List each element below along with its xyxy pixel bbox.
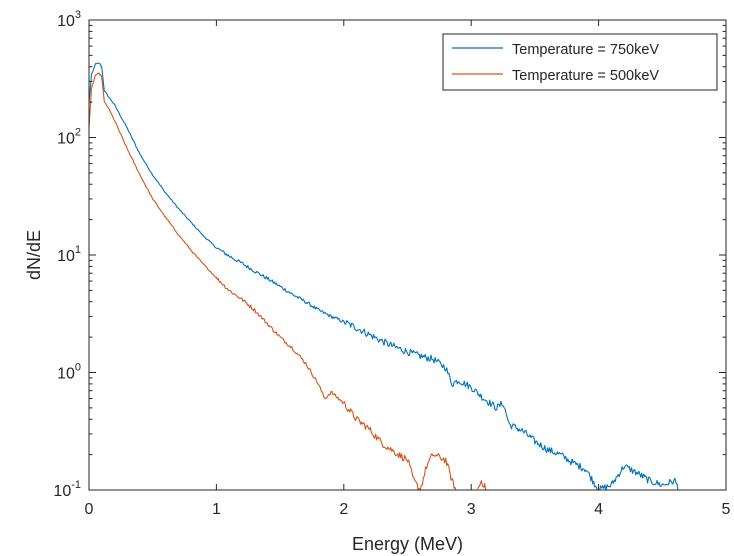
x-axis-label: Energy (MeV): [352, 534, 463, 554]
y-axis-label: dN/dE: [24, 230, 44, 280]
legend-label-750kev: Temperature = 750keV: [512, 42, 659, 58]
x-tick-label: 1: [212, 501, 221, 518]
x-tick-label: 5: [722, 501, 731, 518]
x-tick-label: 4: [594, 501, 603, 518]
x-tick-label: 2: [339, 501, 348, 518]
y-tick-label: 101: [57, 244, 81, 265]
series-line-2: [477, 480, 487, 491]
series-layer: [88, 62, 679, 491]
series-line-1: [88, 72, 457, 491]
y-tick-label: 103: [57, 9, 81, 30]
x-tick-label: 3: [467, 501, 476, 518]
legend-box: [442, 33, 718, 91]
series-line-0: [88, 62, 679, 491]
x-tick-label: 0: [85, 501, 94, 518]
y-tick-label: 100: [57, 362, 81, 383]
y-tick-label: 102: [57, 127, 81, 148]
y-axis-ticks: 10-1 100 101 102 103: [53, 9, 726, 500]
y-tick-label: 10-1: [53, 479, 81, 500]
x-axis-ticks: 0 1 2 3 4 5: [85, 20, 731, 518]
legend-label-500kev: Temperature = 500keV: [512, 68, 659, 84]
legend: Temperature = 750keV Temperature = 500ke…: [442, 33, 718, 91]
